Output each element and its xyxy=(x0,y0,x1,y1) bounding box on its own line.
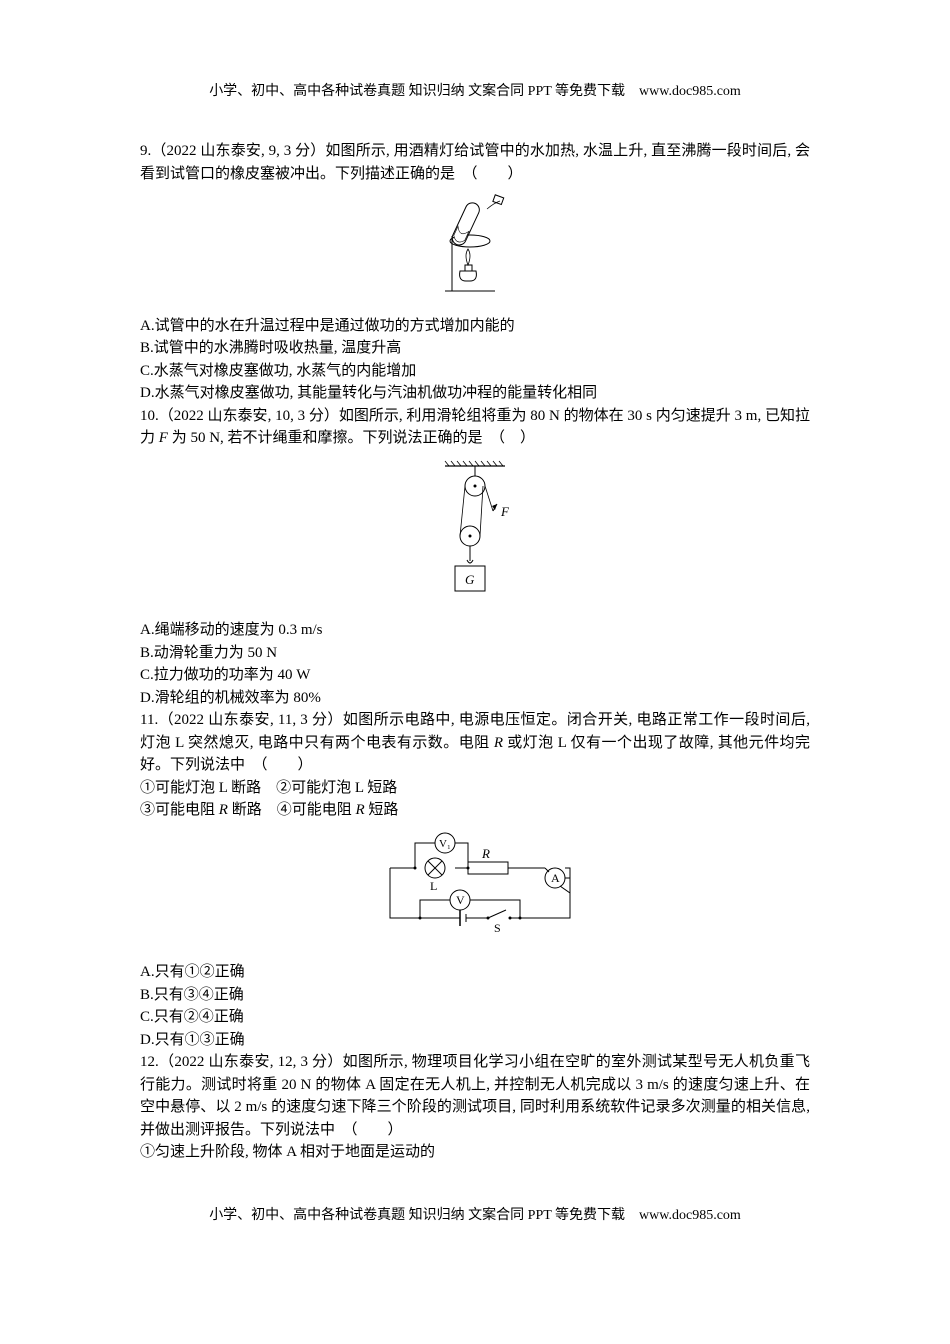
q10-figure: F G xyxy=(140,456,810,614)
q11-stem: 11.（2022 山东泰安, 11, 3 分）如图所示电路中, 电源电压恒定。闭… xyxy=(140,709,810,777)
q9-opt-a: A.试管中的水在升温过程中是通过做功的方式增加内能的 xyxy=(140,315,810,338)
q11-circled-a: ①可能灯泡 L 断路 ②可能灯泡 L 短路 xyxy=(140,777,810,800)
q11-circled-b-a: ③可能电阻 xyxy=(140,802,219,818)
content: 9.（2022 山东泰安, 9, 3 分）如图所示, 用酒精灯给试管中的水加热,… xyxy=(140,140,810,1164)
q9-figure xyxy=(140,191,810,309)
q10-F-inline: F xyxy=(159,430,168,446)
label-V: V xyxy=(456,893,465,907)
q11-R-inline-1: R xyxy=(494,735,503,751)
circuit-diagram-icon: V₁ L R A V xyxy=(360,828,590,948)
alcohol-lamp-icon xyxy=(420,191,530,301)
label-S: S xyxy=(494,921,501,935)
q11-R-inline-3: R xyxy=(355,802,364,818)
pulley-system-icon: F G xyxy=(425,456,525,606)
q12-circled-1: ①匀速上升阶段, 物体 A 相对于地面是运动的 xyxy=(140,1141,810,1164)
q11-figure: V₁ L R A V xyxy=(140,828,810,956)
page-header: 小学、初中、高中各种试卷真题 知识归纳 文案合同 PPT 等免费下载 www.d… xyxy=(140,80,810,100)
label-F: F xyxy=(500,504,510,519)
q9-opt-c: C.水蒸气对橡皮塞做功, 水蒸气的内能增加 xyxy=(140,360,810,383)
q9-opt-d: D.水蒸气对橡皮塞做功, 其能量转化与汽油机做功冲程的能量转化相同 xyxy=(140,382,810,405)
label-V1: V₁ xyxy=(439,838,451,850)
q11-opt-d: D.只有①③正确 xyxy=(140,1029,810,1052)
q10-opt-d: D.滑轮组的机械效率为 80% xyxy=(140,687,810,710)
q11-circled-b: ③可能电阻 R 断路 ④可能电阻 R 短路 xyxy=(140,799,810,822)
q11-opt-c: C.只有②④正确 xyxy=(140,1006,810,1029)
q11-circled-b-c: 短路 xyxy=(365,802,399,818)
label-G: G xyxy=(465,572,475,587)
q11-opt-b: B.只有③④正确 xyxy=(140,984,810,1007)
page-footer: 小学、初中、高中各种试卷真题 知识归纳 文案合同 PPT 等免费下载 www.d… xyxy=(140,1204,810,1224)
label-R: R xyxy=(481,846,490,861)
q11-opt-a: A.只有①②正确 xyxy=(140,961,810,984)
q9-opt-b: B.试管中的水沸腾时吸收热量, 温度升高 xyxy=(140,337,810,360)
q9-stem: 9.（2022 山东泰安, 9, 3 分）如图所示, 用酒精灯给试管中的水加热,… xyxy=(140,140,810,185)
q11-circled-b-b: 断路 ④可能电阻 xyxy=(228,802,356,818)
q12-stem: 12.（2022 山东泰安, 12, 3 分）如图所示, 物理项目化学习小组在空… xyxy=(140,1051,810,1141)
q10-stem: 10.（2022 山东泰安, 10, 3 分）如图所示, 利用滑轮组将重为 80… xyxy=(140,405,810,450)
q10-stem-b: 为 50 N, 若不计绳重和摩擦。下列说法正确的是 （ ） xyxy=(168,430,535,446)
q10-opt-a: A.绳端移动的速度为 0.3 m/s xyxy=(140,619,810,642)
label-A: A xyxy=(551,871,560,885)
q11-R-inline-2: R xyxy=(219,802,228,818)
q10-opt-b: B.动滑轮重力为 50 N xyxy=(140,642,810,665)
q10-opt-c: C.拉力做功的功率为 40 W xyxy=(140,664,810,687)
label-L: L xyxy=(430,879,437,893)
